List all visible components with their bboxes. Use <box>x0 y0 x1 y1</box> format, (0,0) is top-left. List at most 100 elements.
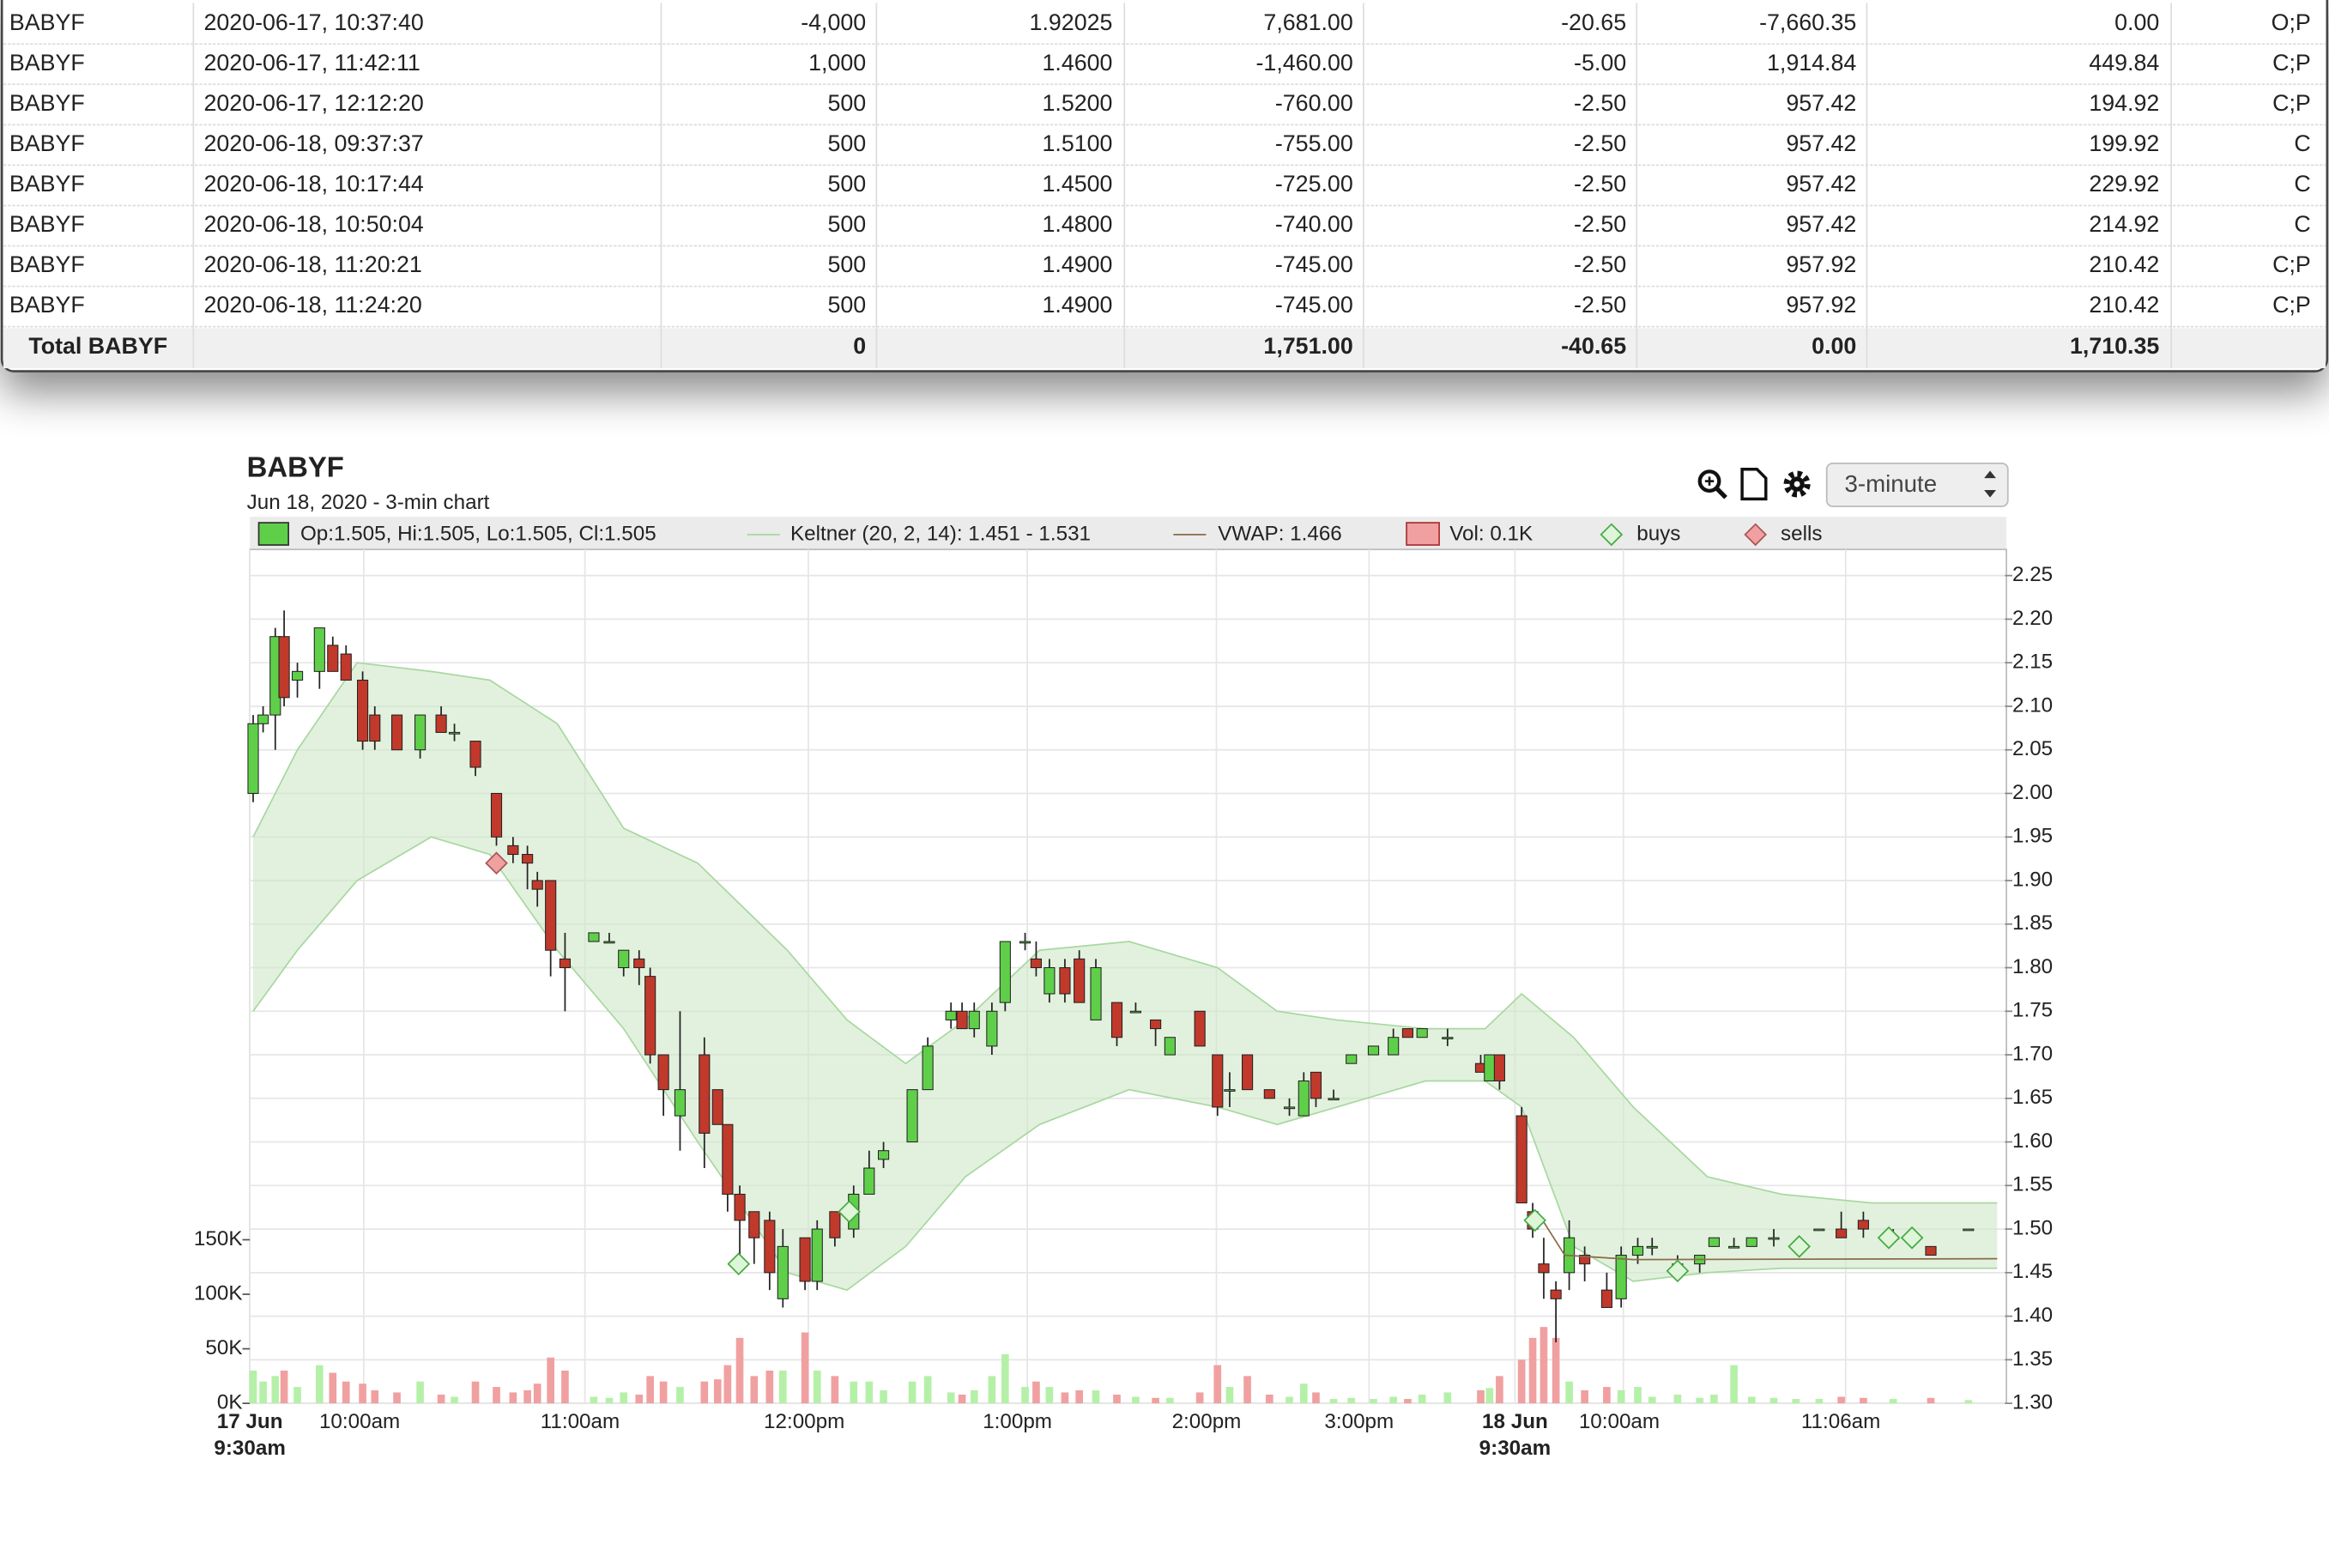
volume-bar <box>329 1372 337 1404</box>
candle-body <box>507 845 519 856</box>
volume-bar <box>293 1387 301 1404</box>
total-cell: 0.00 <box>1812 333 1856 359</box>
buys-marker <box>727 1252 751 1276</box>
candle-body <box>1745 1237 1757 1247</box>
candle-body <box>1493 1054 1505 1082</box>
export-icon[interactable] <box>1740 468 1768 501</box>
keltner-band <box>253 663 1998 1291</box>
cell: -745.00 <box>1275 251 1353 277</box>
candle-body <box>522 854 534 864</box>
cell: -7,660.35 <box>1759 9 1856 35</box>
volume-bar <box>249 1371 257 1404</box>
cell: -2.50 <box>1574 90 1626 116</box>
y2-tick-label: 0K <box>217 1391 243 1414</box>
cell: 2020-06-18, 11:24:20 <box>203 292 421 318</box>
y-tick-label: 1.80 <box>2012 955 2053 978</box>
cell: -2.50 <box>1574 292 1626 318</box>
candle-body <box>313 627 325 672</box>
cell: -2.50 <box>1574 251 1626 277</box>
volume-bar <box>923 1376 932 1404</box>
candle-body <box>1224 1089 1236 1092</box>
zoom-icon[interactable] <box>1697 469 1727 499</box>
candle-body <box>531 880 543 890</box>
cell: -20.65 <box>1561 9 1626 35</box>
x-tick-label: 9:30am <box>1479 1437 1551 1460</box>
y2-tick-label: 50K <box>205 1336 242 1359</box>
cell: 7,681.00 <box>1263 9 1352 35</box>
volume-bar <box>1404 1399 1412 1404</box>
interval-select[interactable]: 3-minute <box>1825 462 2009 507</box>
settings-icon[interactable] <box>1783 470 1811 498</box>
cell: -745.00 <box>1275 292 1353 318</box>
candle-body <box>1442 1037 1454 1039</box>
volume-bar <box>1113 1394 1121 1404</box>
candle-body <box>1857 1220 1869 1230</box>
candle-body <box>863 1167 875 1195</box>
candle-body <box>1538 1263 1550 1274</box>
candle-body <box>1059 966 1071 995</box>
candle-body <box>1110 1002 1123 1038</box>
y-tick-label: 1.55 <box>2012 1173 2053 1196</box>
volume-bar <box>1061 1392 1069 1404</box>
volume-bar <box>1792 1399 1800 1404</box>
cell: C;P <box>2272 292 2311 318</box>
total-cell: 1,710.35 <box>2070 333 2159 359</box>
volume-bar <box>646 1376 654 1404</box>
candle-body <box>986 1010 998 1047</box>
y-tick-label: 2.10 <box>2012 693 2053 717</box>
volume-bar <box>1540 1327 1548 1404</box>
candle-body <box>1963 1228 1975 1232</box>
chart-subtitle: Jun 18, 2020 - 3-min chart <box>247 491 490 514</box>
volume-bar <box>1347 1397 1356 1404</box>
volume-bar <box>1889 1399 1897 1404</box>
candle-body <box>1615 1255 1627 1299</box>
cell: BABYF <box>9 90 85 116</box>
candle-body <box>674 1089 687 1117</box>
cell: C <box>2294 211 2310 237</box>
candle-body <box>1416 1028 1428 1038</box>
candle-body <box>1298 1080 1310 1117</box>
cell: 1.4800 <box>1042 211 1112 237</box>
candle-body <box>1708 1237 1720 1247</box>
cell: BABYF <box>9 251 85 277</box>
candle-body <box>357 679 369 742</box>
volume-bar <box>801 1332 809 1404</box>
volume-bar <box>850 1381 858 1404</box>
volume-bar <box>1496 1376 1503 1404</box>
candle-body <box>1164 1037 1176 1056</box>
cell: -2.50 <box>1574 171 1626 197</box>
cell: 957.92 <box>1786 251 1856 277</box>
volume-bar <box>1001 1353 1009 1404</box>
cell: BABYF <box>9 292 85 318</box>
volume-bar <box>259 1381 267 1404</box>
cell: -740.00 <box>1275 211 1353 237</box>
volume-bar <box>908 1381 916 1404</box>
volume-bar <box>523 1389 531 1404</box>
candle-body <box>922 1045 934 1091</box>
volume-bar <box>1152 1397 1159 1404</box>
volume-bar <box>1730 1365 1738 1404</box>
volume-bar <box>700 1381 709 1404</box>
y-tick-label: 2.20 <box>2012 607 2053 630</box>
candle-body <box>1925 1245 1937 1256</box>
candle-body <box>369 714 381 742</box>
cell: 1.4500 <box>1042 171 1112 197</box>
candle-body <box>1401 1028 1414 1038</box>
legend-sells: sells <box>1781 522 1822 545</box>
x-tick-label: 18 Jun <box>1482 1410 1548 1433</box>
y-tick-label: 1.60 <box>2012 1129 2053 1153</box>
volume-bar <box>1815 1399 1824 1404</box>
legend-swatch <box>1600 523 1624 547</box>
volume-bar <box>620 1392 628 1404</box>
candle-body <box>968 1010 980 1030</box>
candle-body <box>1074 958 1086 1003</box>
legend-swatch <box>257 522 289 546</box>
x-tick-label: 9:30am <box>214 1437 285 1460</box>
total-cell: 1,751.00 <box>1263 333 1352 359</box>
cell: 500 <box>827 211 866 237</box>
volume-bar <box>813 1371 821 1404</box>
volume-bar <box>1485 1388 1494 1404</box>
candle-body <box>1728 1245 1740 1249</box>
x-tick-label: 10:00am <box>1579 1410 1660 1433</box>
